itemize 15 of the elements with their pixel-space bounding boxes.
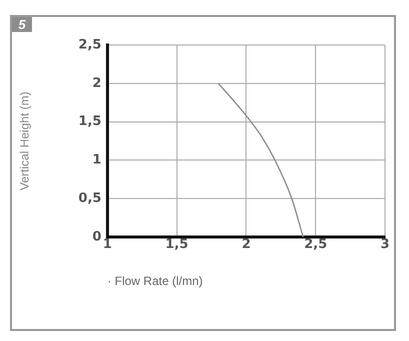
y-tick-label: 2 [92,76,102,91]
line-series [218,82,304,237]
x-axis-title: · Flow Rate (l/mn) [107,274,203,288]
x-tick-label: 1 [102,237,112,252]
x-tick-label: 3 [380,237,390,252]
y-tick-label: 1,5 [78,114,102,130]
x-tick-label: 2 [242,237,251,252]
x-tick-label: 1,5 [165,237,188,252]
y-tick-label: 0 [92,229,102,244]
x-tick-label: 2,5 [304,237,328,252]
y-axis-title: Vertical Height (m) [18,92,32,190]
y-tick-label: 2,5 [78,37,102,52]
y-tick-label: 1 [92,152,102,168]
y-tick-label: 0,5 [78,190,102,206]
text: 5 [12,17,32,32]
